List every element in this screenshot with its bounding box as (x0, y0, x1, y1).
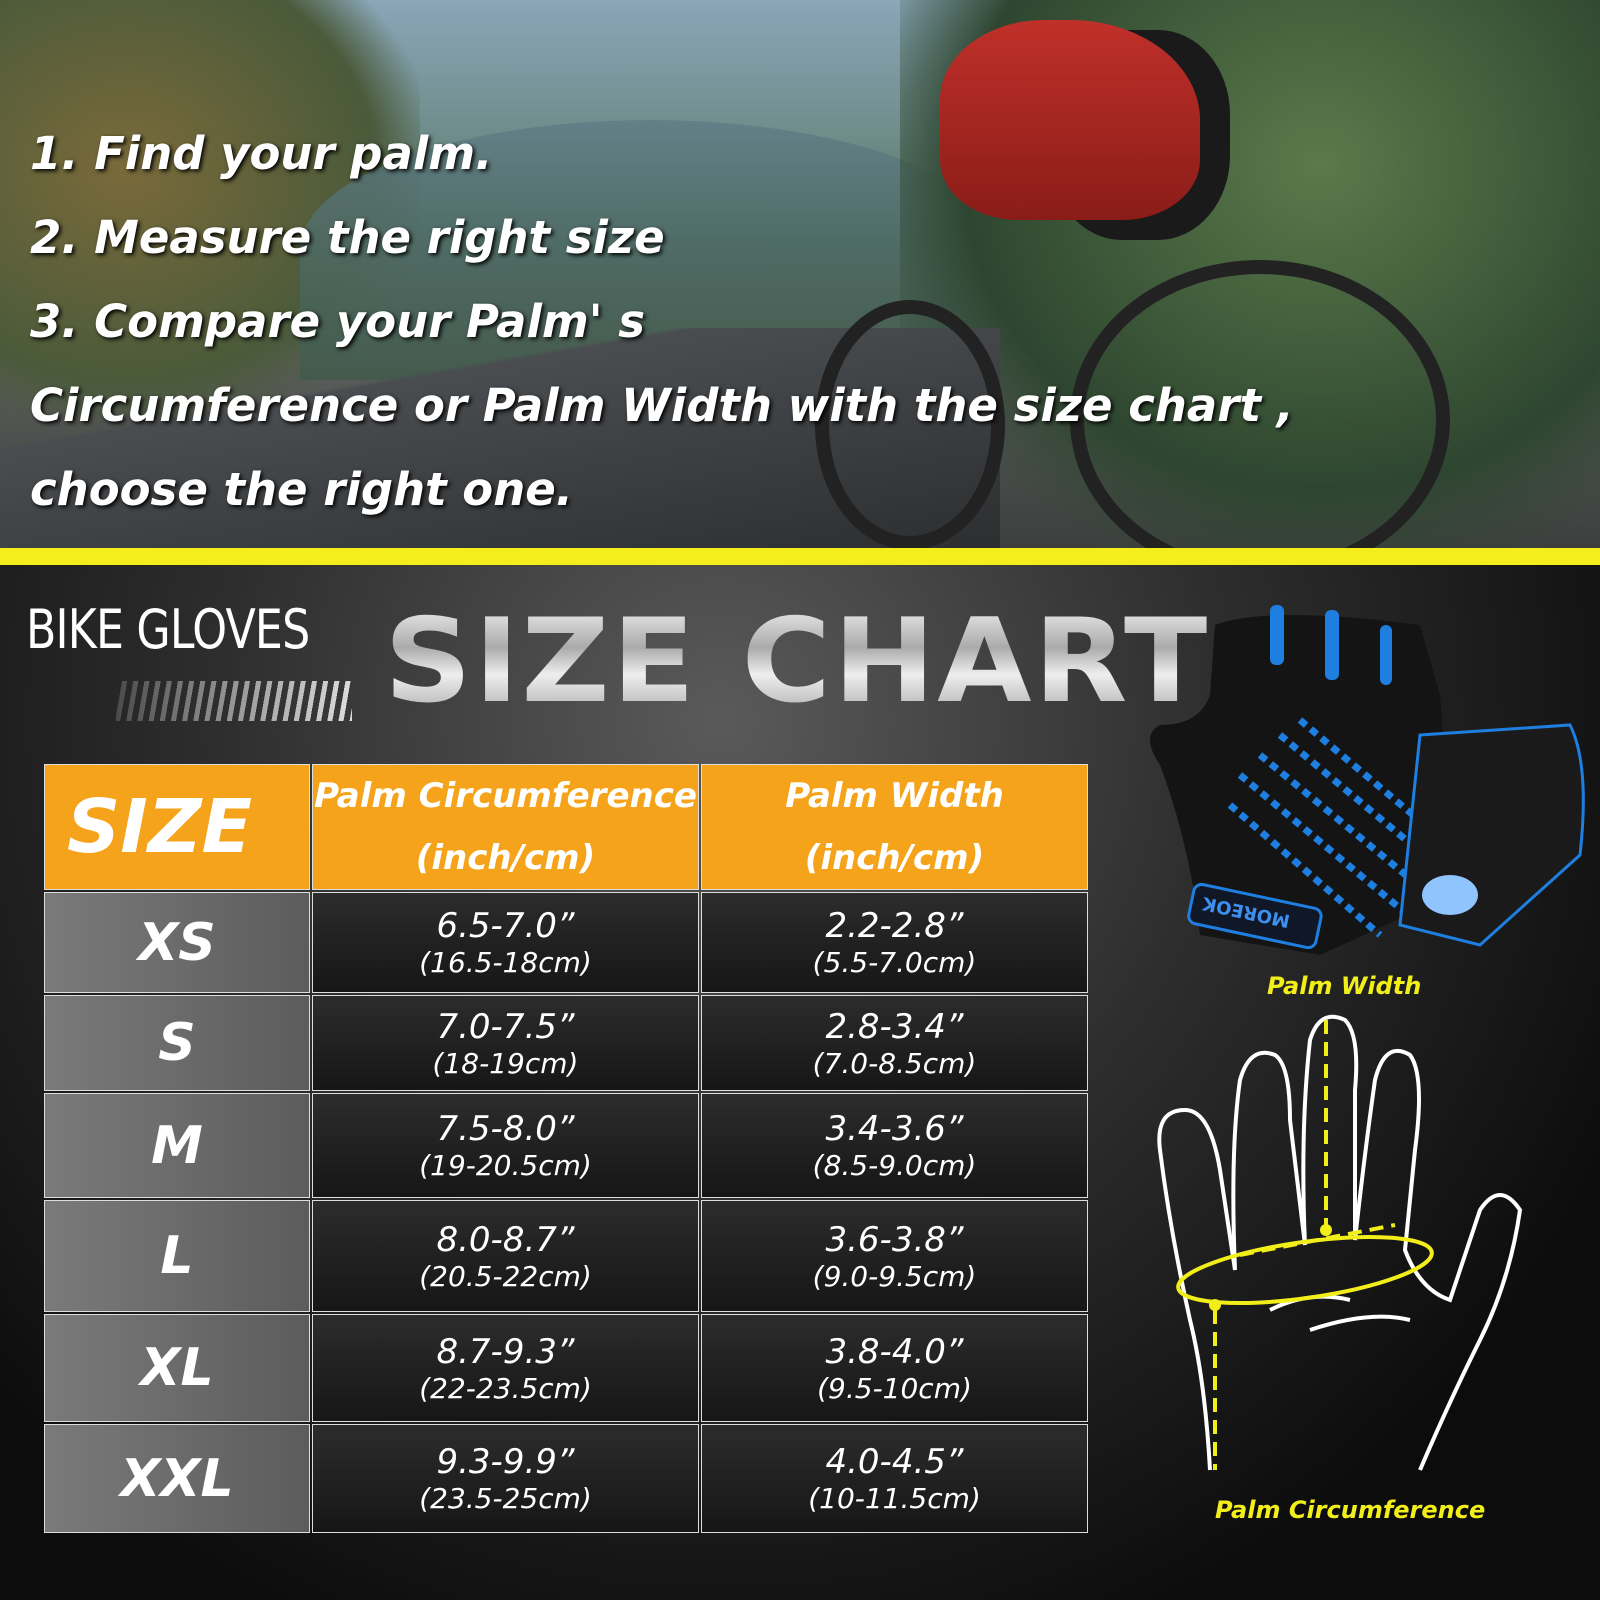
size-cell: S (44, 995, 310, 1091)
instructions: 1. Find your palm. 2. Measure the right … (30, 112, 1294, 532)
size-cell: XXL (44, 1424, 310, 1533)
header-width-unit: (inch/cm) (804, 838, 985, 878)
size-cell: L (44, 1200, 310, 1312)
banner-title: SIZE CHART (384, 593, 1210, 729)
circ-inches: 9.3-9.9” (436, 1442, 575, 1482)
width-inches: 3.8-4.0” (825, 1331, 964, 1372)
circ-inches: 7.5-8.0” (436, 1109, 575, 1149)
table-row: L 8.0-8.7” (20.5-22cm) 3.6-3.8” (9.0-9.5cm… (44, 1200, 1088, 1312)
cyclist (940, 20, 1200, 220)
size-table: SIZE Palm Circumference (inch/cm) Palm Wi… (42, 762, 1090, 1535)
palm-width-cell: 2.2-2.8” (5.5-7.0cm) (701, 892, 1088, 993)
width-inches: 3.6-3.8” (825, 1219, 964, 1260)
instruction-1: 1. Find your palm. (30, 127, 493, 180)
yellow-divider (0, 548, 1600, 565)
stripe-decoration (116, 681, 352, 721)
palm-width-cell: 3.6-3.8” (9.0-9.5cm) (701, 1200, 1088, 1312)
banner-subtitle: BIKE GLOVES (26, 598, 310, 661)
header-circ-unit: (inch/cm) (415, 838, 596, 878)
palm-circumference-cell: 8.0-8.7” (20.5-22cm) (312, 1200, 699, 1312)
width-cm: (9.5-10cm) (817, 1371, 972, 1405)
width-cm: (8.5-9.0cm) (812, 1149, 977, 1182)
instruction-4: Circumference or Palm Width with the siz… (30, 379, 1294, 432)
palm-width-cell: 3.8-4.0” (9.5-10cm) (701, 1314, 1088, 1422)
instruction-5: choose the right one. (30, 463, 573, 516)
palm-circumference-cell: 9.3-9.9” (23.5-25cm) (312, 1424, 699, 1533)
circ-inches: 6.5-7.0” (436, 906, 575, 946)
instruction-3: 3. Compare your Palm' s (30, 295, 646, 348)
palm-circumference-cell: 8.7-9.3” (22-23.5cm) (312, 1314, 699, 1422)
circ-cm: (20.5-22cm) (419, 1259, 592, 1293)
width-inches: 3.4-3.6” (825, 1109, 964, 1149)
circ-cm: (16.5-18cm) (419, 946, 592, 979)
table-row: XS 6.5-7.0” (16.5-18cm) 2.2-2.8” (5.5-7.0c… (44, 892, 1088, 993)
palm-width-cell: 2.8-3.4” (7.0-8.5cm) (701, 995, 1088, 1091)
table-row: M 7.5-8.0” (19-20.5cm) 3.4-3.6” (8.5-9.0cm… (44, 1093, 1088, 1198)
width-cm: (5.5-7.0cm) (812, 946, 977, 979)
width-cm: (9.0-9.5cm) (812, 1259, 977, 1293)
instruction-2: 2. Measure the right size (30, 211, 665, 264)
circ-inches: 8.0-8.7” (436, 1219, 575, 1260)
circ-inches: 8.7-9.3” (436, 1331, 575, 1372)
width-cm: (10-11.5cm) (808, 1482, 981, 1515)
table-row: XL 8.7-9.3” (22-23.5cm) 3.8-4.0” (9.5-10cm… (44, 1314, 1088, 1422)
circ-cm: (18-19cm) (432, 1046, 579, 1080)
table-header-row: SIZE Palm Circumference (inch/cm) Palm Wi… (44, 764, 1088, 890)
header-palm-width: Palm Width (inch/cm) (701, 764, 1088, 890)
size-cell: M (44, 1093, 310, 1198)
palm-circumference-label: Palm Circumference (1215, 1496, 1486, 1524)
size-cell: XS (44, 892, 310, 993)
header-width-label: Palm Width (785, 776, 1004, 816)
circ-inches: 7.0-7.5” (436, 1006, 575, 1047)
cyclist-photo: 1. Find your palm. 2. Measure the right … (0, 0, 1600, 548)
header-size: SIZE (44, 764, 310, 890)
header-circ-label: Palm Circumference (314, 776, 697, 816)
table-row: XXL 9.3-9.9” (23.5-25cm) 4.0-4.5” (10-11.5… (44, 1424, 1088, 1533)
width-inches: 2.8-3.4” (825, 1006, 964, 1047)
glove-image: MOREOK (1150, 605, 1585, 955)
hand-diagram (1157, 1014, 1523, 1471)
palm-width-cell: 3.4-3.6” (8.5-9.0cm) (701, 1093, 1088, 1198)
width-inches: 4.0-4.5” (825, 1442, 964, 1482)
size-cell: XL (44, 1314, 310, 1422)
circ-cm: (22-23.5cm) (419, 1371, 592, 1405)
circ-cm: (23.5-25cm) (419, 1482, 592, 1515)
circ-cm: (19-20.5cm) (419, 1149, 592, 1182)
palm-circumference-cell: 7.5-8.0” (19-20.5cm) (312, 1093, 699, 1198)
width-cm: (7.0-8.5cm) (812, 1046, 977, 1080)
width-inches: 2.2-2.8” (825, 906, 964, 946)
palm-circumference-cell: 6.5-7.0” (16.5-18cm) (312, 892, 699, 993)
palm-circumference-cell: 7.0-7.5” (18-19cm) (312, 995, 699, 1091)
table-row: S 7.0-7.5” (18-19cm) 2.8-3.4” (7.0-8.5cm) (44, 995, 1088, 1091)
palm-width-cell: 4.0-4.5” (10-11.5cm) (701, 1424, 1088, 1533)
header-palm-circumference: Palm Circumference (inch/cm) (312, 764, 699, 890)
palm-width-label: Palm Width (1267, 972, 1422, 1000)
